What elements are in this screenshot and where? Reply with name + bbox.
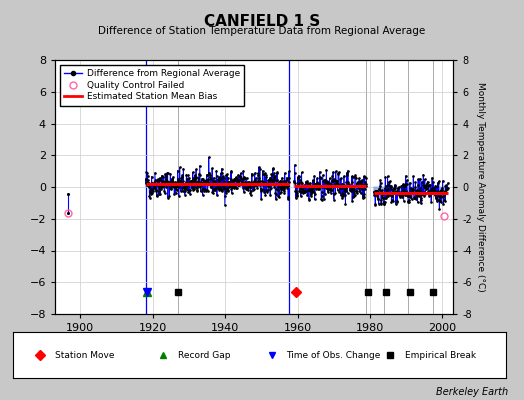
Text: Difference of Station Temperature Data from Regional Average: Difference of Station Temperature Data f… — [99, 26, 425, 36]
Text: Berkeley Earth: Berkeley Earth — [436, 387, 508, 397]
Legend: Difference from Regional Average, Quality Control Failed, Estimated Station Mean: Difference from Regional Average, Qualit… — [60, 64, 244, 106]
Text: Time of Obs. Change: Time of Obs. Change — [287, 350, 381, 360]
Text: Record Gap: Record Gap — [178, 350, 231, 360]
Text: Station Move: Station Move — [55, 350, 114, 360]
Y-axis label: Monthly Temperature Anomaly Difference (°C): Monthly Temperature Anomaly Difference (… — [476, 82, 485, 292]
Text: CANFIELD 1 S: CANFIELD 1 S — [204, 14, 320, 29]
Text: Empirical Break: Empirical Break — [405, 350, 476, 360]
